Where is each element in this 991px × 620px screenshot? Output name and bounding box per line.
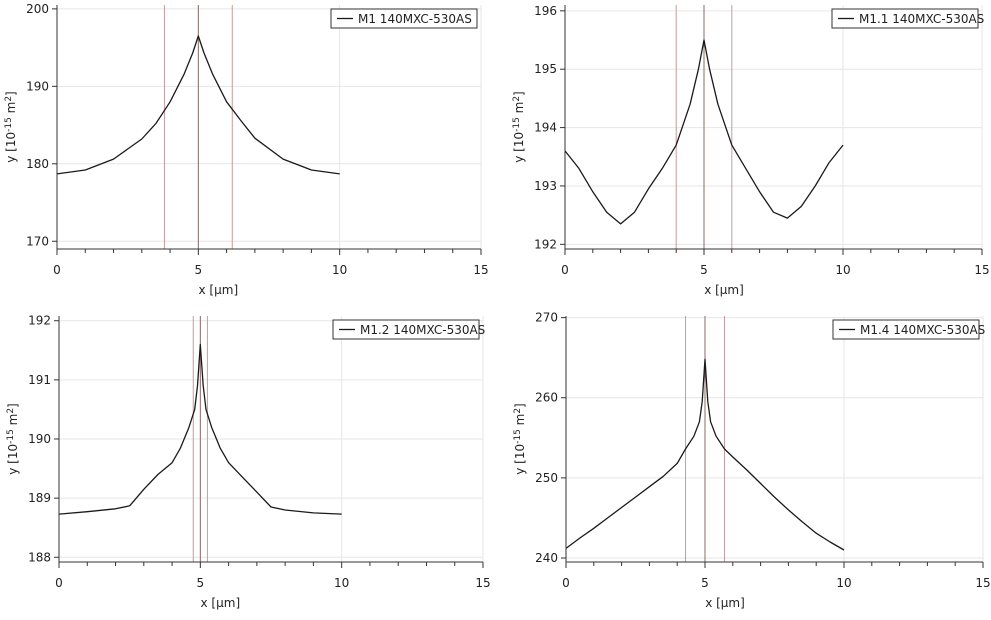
- x-tick-label: 5: [700, 263, 708, 277]
- x-tick-label: 10: [835, 263, 850, 277]
- y-tick-label: 196: [534, 4, 557, 18]
- y-tick-label: 190: [28, 432, 51, 446]
- y-tick-label: 200: [26, 2, 49, 16]
- x-tick-label: 5: [195, 263, 203, 277]
- legend-label: M1.1 140MXC-530AS: [859, 12, 984, 26]
- x-tick-label: 0: [562, 576, 570, 590]
- x-tick-label: 15: [975, 576, 990, 590]
- chart-panel-2: 0 5 10 15 192 193 194 195 196 x [µm] y [10-15 m2] M…: [512, 4, 990, 297]
- y-axis-label: y [10-15 m2]: [513, 403, 527, 475]
- x-axis-label: x [µm]: [199, 283, 239, 297]
- y-tick-label: 194: [534, 121, 557, 135]
- series-line: [58, 343, 342, 515]
- legend-label: M1.2 140MXC-530AS: [360, 323, 485, 337]
- plot-area: [57, 5, 481, 249]
- x-tick-label: 15: [974, 263, 989, 277]
- legend-box: [832, 319, 980, 340]
- x-tick-label: 5: [701, 576, 709, 590]
- legend: M1.1 140MXC-530AS: [831, 8, 984, 29]
- y-tick-label: 191: [28, 373, 51, 387]
- x-tick-label: 0: [55, 576, 63, 590]
- legend-label: M1 140MXC-530AS: [358, 12, 472, 26]
- y-tick-label: 240: [535, 551, 558, 565]
- legend: M1.4 140MXC-530AS: [832, 319, 985, 340]
- x-axis-label: x [µm]: [705, 596, 745, 610]
- series-line: [565, 358, 845, 551]
- x-tick-label: 10: [836, 576, 851, 590]
- y-axis-label: y [10-15 m2]: [6, 403, 20, 475]
- x-tick-label: 15: [475, 576, 490, 590]
- series-line: [56, 35, 340, 175]
- chart-panel-1: 0 5 10 15 170 180 190 200 x [µm] y [10-15 m2] M1 1…: [4, 2, 489, 297]
- x-tick-label: 0: [53, 263, 61, 277]
- series-line: [564, 39, 844, 225]
- legend-box: [831, 8, 979, 29]
- x-tick-label: 10: [334, 576, 349, 590]
- y-tick-label: 195: [534, 62, 557, 76]
- x-tick-label: 0: [561, 263, 569, 277]
- y-tick-label: 170: [26, 234, 49, 248]
- x-axis-label: x [µm]: [201, 596, 241, 610]
- chart-panel-3: 0 5 10 15 188 189 190 191 192 x [µm] y [10-15 m2] M…: [6, 314, 491, 610]
- y-tick-label: 270: [535, 311, 558, 325]
- y-tick-label: 260: [535, 391, 558, 405]
- y-axis-label: y [10-15 m2]: [512, 91, 526, 163]
- y-tick-label: 189: [28, 491, 51, 505]
- x-axis-label: x [µm]: [704, 283, 744, 297]
- x-tick-label: 10: [332, 263, 347, 277]
- y-tick-label: 193: [534, 179, 557, 193]
- y-tick-label: 180: [26, 157, 49, 171]
- legend-box: [330, 8, 478, 29]
- y-tick-label: 188: [28, 550, 51, 564]
- y-axis-label: y [10-15 m2]: [4, 91, 18, 163]
- y-tick-label: 192: [534, 237, 557, 251]
- plot-area: [565, 5, 982, 249]
- legend: M1.2 140MXC-530AS: [332, 319, 485, 340]
- y-tick-label: 192: [28, 314, 51, 328]
- x-tick-label: 5: [197, 576, 205, 590]
- legend-label: M1.4 140MXC-530AS: [860, 323, 985, 337]
- legend-box: [332, 319, 480, 340]
- plot-area: [566, 316, 983, 562]
- legend: M1 140MXC-530AS: [330, 8, 478, 29]
- y-tick-label: 190: [26, 79, 49, 93]
- y-tick-label: 250: [535, 471, 558, 485]
- chart-panel-4: 0 5 10 15 240 250 260 270 x [µm] y [10-15 m2] M1.4…: [513, 311, 991, 610]
- x-tick-label: 15: [473, 263, 488, 277]
